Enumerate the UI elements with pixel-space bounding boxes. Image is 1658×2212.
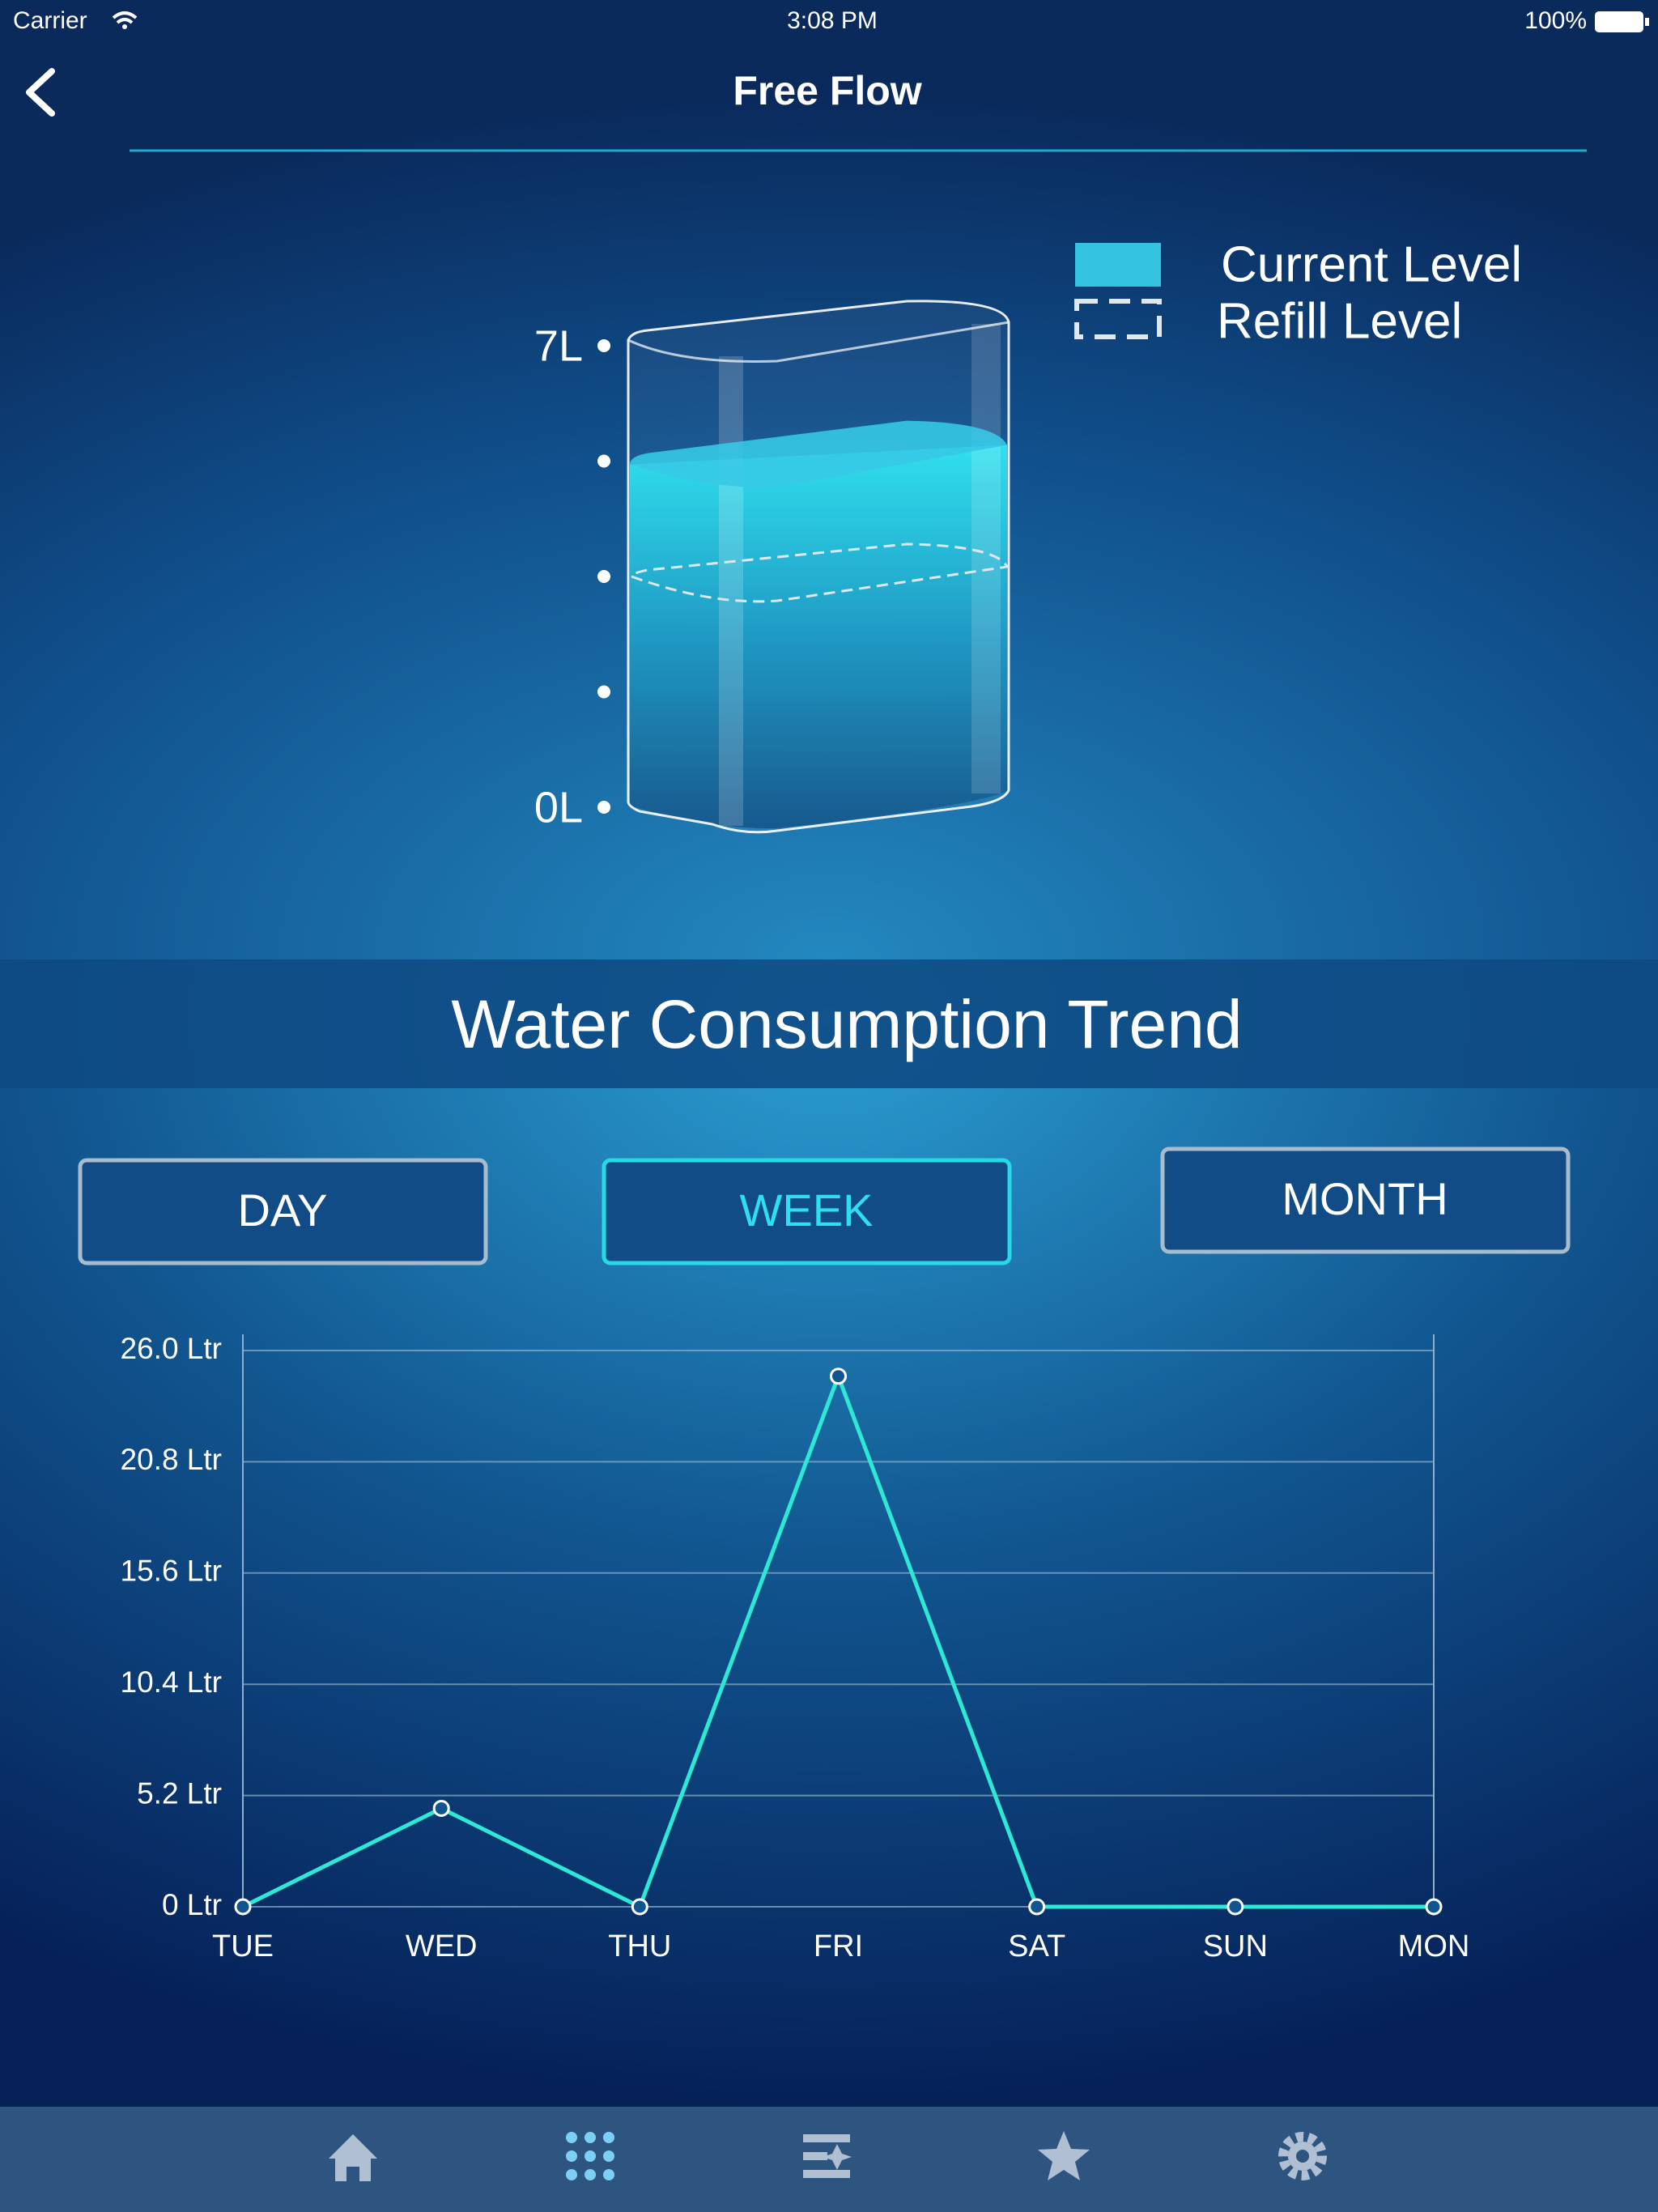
water xyxy=(630,445,1007,829)
x-tick-label: SUN xyxy=(1203,1929,1268,1963)
legend-label: Current Level xyxy=(1221,236,1522,292)
glass-reflection xyxy=(719,356,743,826)
legend-swatch-current xyxy=(1075,243,1161,287)
data-point xyxy=(631,1898,648,1916)
y-tick-label: 0 Ltr xyxy=(162,1888,222,1921)
x-tick-label: MON xyxy=(1398,1929,1470,1963)
x-tick-label: THU xyxy=(608,1929,671,1963)
button-label: MONTH xyxy=(1282,1173,1448,1224)
data-point xyxy=(432,1799,450,1817)
legend-label: Refill Level xyxy=(1217,293,1462,349)
tab-home[interactable] xyxy=(329,2134,377,2181)
battery-icon xyxy=(1595,11,1643,32)
glass-reflection xyxy=(971,324,1001,793)
tank-tick-dot xyxy=(597,570,610,583)
tab-bar xyxy=(0,2107,1658,2212)
tank xyxy=(627,300,1010,834)
legend-swatch-refill xyxy=(1074,299,1162,339)
battery-text: 100% xyxy=(1524,7,1587,34)
data-point xyxy=(1028,1898,1046,1916)
wifi-icon xyxy=(112,11,138,24)
section-band xyxy=(0,959,1658,1088)
water-surface xyxy=(630,420,1007,488)
button-frame xyxy=(1160,1146,1571,1254)
tab-gear[interactable] xyxy=(1278,2132,1327,2180)
tank-rim xyxy=(627,321,1010,363)
x-tick-label: WED xyxy=(406,1929,478,1963)
data-point xyxy=(234,1898,252,1916)
tab-favorites[interactable] xyxy=(1038,2131,1090,2180)
tab-grid[interactable] xyxy=(566,2132,614,2180)
y-tick-label: 20.8 Ltr xyxy=(121,1443,222,1476)
tank-tick-dot xyxy=(597,685,610,699)
y-tick-label: 10.4 Ltr xyxy=(121,1665,222,1699)
period-button[interactable]: MONTH xyxy=(1160,1146,1571,1254)
tank-tick-label: 7L xyxy=(534,321,583,370)
y-tick-label: 26.0 Ltr xyxy=(121,1332,222,1365)
period-button[interactable]: WEEK xyxy=(602,1158,1012,1266)
refill-level xyxy=(630,542,1010,603)
x-tick-label: FRI xyxy=(814,1929,863,1963)
button-label: WEEK xyxy=(740,1185,874,1236)
y-tick-label: 15.6 Ltr xyxy=(121,1555,222,1588)
period-button[interactable]: DAY xyxy=(78,1158,488,1266)
carrier: Carrier xyxy=(13,7,87,34)
wifi-dot xyxy=(122,24,127,29)
x-tick-label: TUE xyxy=(212,1929,274,1963)
button-frame xyxy=(78,1158,488,1266)
button-label: DAY xyxy=(238,1185,328,1236)
nav-title: Free Flow xyxy=(733,68,921,113)
data-point xyxy=(1425,1898,1443,1916)
data-point xyxy=(830,1368,847,1385)
tank-tick-dot xyxy=(597,801,610,814)
back-button[interactable] xyxy=(26,68,55,117)
data-point xyxy=(1226,1898,1244,1916)
button-frame xyxy=(602,1158,1012,1266)
battery-tip xyxy=(1645,18,1649,26)
tank-tick-dot xyxy=(597,339,610,352)
section-title: Water Consumption Trend xyxy=(451,986,1242,1062)
tab-settings-mix[interactable] xyxy=(803,2134,852,2178)
time: 3:08 PM xyxy=(787,7,878,34)
tank-glass xyxy=(627,300,1010,834)
tank-tick-dot xyxy=(597,454,610,468)
y-tick-label: 5.2 Ltr xyxy=(137,1776,222,1810)
x-tick-label: SAT xyxy=(1008,1929,1065,1963)
tank-tick-label: 0L xyxy=(534,783,583,832)
